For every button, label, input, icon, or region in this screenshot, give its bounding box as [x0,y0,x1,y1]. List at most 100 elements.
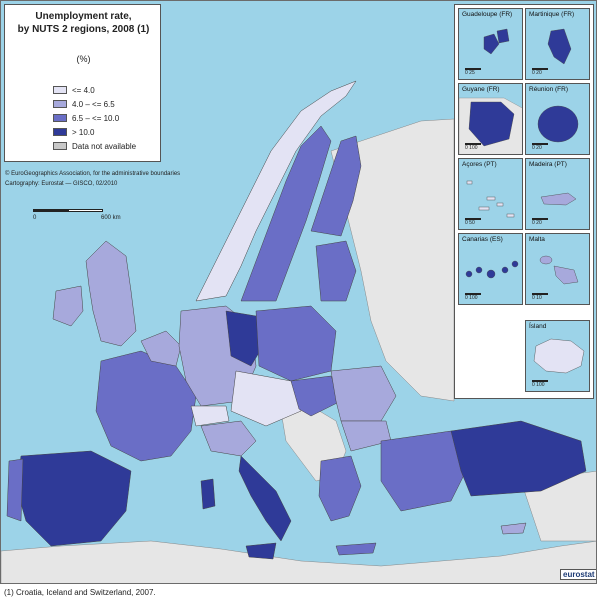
inset-title: Madeira (PT) [529,161,567,168]
inset-map [547,28,572,65]
inset-scale-label: 0 100 [465,295,478,301]
non-eu-land-north-africa [1,540,596,583]
legend-item: 6.5 – <= 10.0 [53,113,119,123]
region-cyprus [500,522,527,535]
inset-martinique: Martinique (FR) 0 20 [525,8,590,80]
inset-map [465,260,519,279]
region-great-britain [85,240,137,347]
inset-map [466,180,515,218]
region-greece [318,455,362,522]
inset-title: Canarias (ES) [462,236,503,243]
region-benelux [140,330,182,367]
inset-scale-label: 0 25 [465,70,475,76]
inset-scale-label: 0 100 [465,145,478,151]
legend-item: <= 4.0 [53,85,95,95]
inset-guadeloupe: Guadeloupe (FR) 0 25 [458,8,523,80]
legend-swatch [53,86,67,94]
europe-map [1,80,596,583]
inset-map [483,28,510,55]
map-frame: Unemployment rate, by NUTS 2 regions, 20… [0,0,597,584]
inset-scale-label: 0 50 [465,220,475,226]
inset-island: Ísland 0 100 [525,320,590,392]
inset-scale-label: 0 100 [532,382,545,388]
inset-title: Réunion (FR) [529,86,569,93]
inset-scale-label: 0 20 [532,220,542,226]
scale-end-label: 600 km [101,215,121,221]
legend-panel: Unemployment rate, by NUTS 2 regions, 20… [4,4,161,162]
inset-title: Açores (PT) [462,161,497,168]
inset-scale-bar [532,380,548,382]
region-norway [195,80,357,302]
inset-scale-label: 0 20 [532,70,542,76]
inset-scale-bar [532,218,548,220]
region-crete [335,542,377,556]
legend-label: 4.0 – <= 6.5 [72,99,115,109]
inset-panel: Guadeloupe (FR) 0 25 Martinique (FR) 0 2… [454,4,594,399]
inset-map [537,105,579,143]
inset-title: Ísland [529,323,547,330]
inset-scale-label: 0 10 [532,295,542,301]
legend-item: 4.0 – <= 6.5 [53,99,115,109]
inset-reunion: Réunion (FR) 0 20 [525,83,590,155]
non-eu-land-russia [330,118,455,402]
inset-scale-bar [465,218,481,220]
inset-title: Guadeloupe (FR) [462,11,513,18]
inset-scale-bar [532,143,548,145]
map-title-line-2: by NUTS 2 regions, 2008 (1) [17,24,150,35]
region-north-italy [200,420,257,457]
credit-line-2: Cartography: Eurostat — GISCO, 02/2010 [5,181,118,187]
inset-scale-bar [532,68,548,70]
inset-madeira: Madeira (PT) 0 20 [525,158,590,230]
inset-scale-bar [532,293,548,295]
legend-label: Data not available [72,141,137,151]
scale-bar-segment [68,209,103,212]
scale-bar: 0 600 km [33,207,133,225]
legend-label: 6.5 – <= 10.0 [72,113,120,123]
inset-map [533,338,585,374]
legend-item: Data not available [53,141,136,151]
region-sardinia [200,478,216,510]
inset-malta: Malta 0 10 [525,233,590,305]
scale-bar-segment [33,209,68,212]
region-france [95,350,197,462]
footnote: (1) Croatia, Iceland and Switzerland, 20… [4,588,156,597]
region-hungary-slovakia [290,375,342,417]
eurostat-logo: eurostat [560,569,596,580]
region-east-germany [225,310,264,367]
region-baltics [315,240,357,302]
inset-title: Guyane (FR) [462,86,500,93]
inset-title: Martinique (FR) [529,11,575,18]
legend-swatch [53,114,67,122]
region-switzerland [190,405,230,427]
scale-start-label: 0 [33,215,37,221]
legend-swatch [53,100,67,108]
region-sicily [245,542,277,560]
region-sweden [240,125,332,302]
map-title-line-1: Unemployment rate, [35,11,132,22]
inset-scale-label: 0 20 [532,145,542,151]
inset-acores: Açores (PT) 0 50 [458,158,523,230]
region-romania [330,365,397,422]
inset-map [540,192,577,206]
legend-swatch [53,142,67,150]
region-south-italy [238,455,292,542]
inset-scale-bar [465,68,481,70]
inset-scale-bar [465,143,481,145]
region-czech-austria [230,370,302,427]
legend-label: <= 4.0 [72,85,95,95]
inset-map [539,255,579,285]
region-poland [255,305,337,382]
region-turkey-east [450,420,587,497]
inset-title: Malta [529,236,545,243]
inset-guyane: Guyane (FR) 0 100 [458,83,523,155]
credit-line-1: © EuroGeographics Association, for the a… [5,171,181,177]
inset-map [459,97,522,154]
legend-swatch [53,128,67,136]
region-portugal [6,458,24,522]
region-ireland [52,285,84,327]
region-spain [15,450,132,547]
map-unit: (%) [76,54,91,64]
inset-canarias: Canarias (ES) 0 100 [458,233,523,305]
inset-scale-bar [465,293,481,295]
region-finland [310,135,362,237]
